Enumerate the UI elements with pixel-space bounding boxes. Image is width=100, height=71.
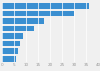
Bar: [2, 33, 23, 39]
Bar: [2, 11, 74, 16]
Bar: [2, 18, 44, 24]
Bar: [2, 56, 16, 62]
Bar: [2, 41, 20, 46]
Bar: [2, 26, 34, 31]
Bar: [2, 48, 18, 54]
Bar: [2, 3, 89, 9]
